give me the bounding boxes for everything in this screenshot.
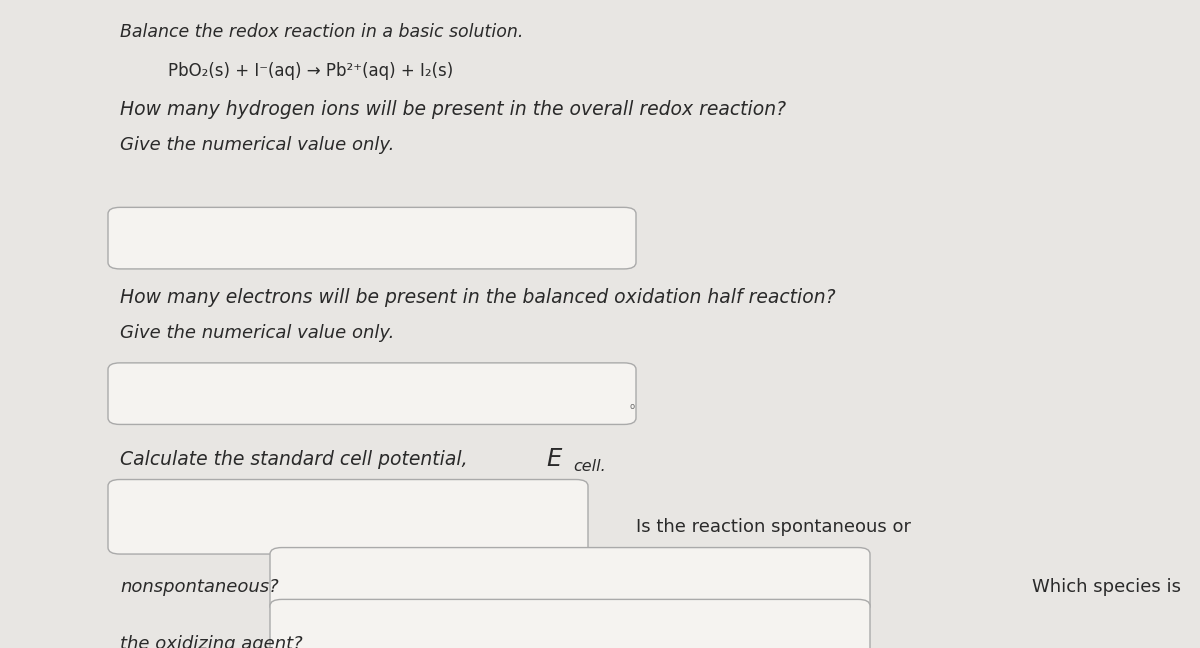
Text: How many electrons will be present in the balanced oxidation half reaction?: How many electrons will be present in th… <box>120 288 835 307</box>
FancyBboxPatch shape <box>108 207 636 269</box>
Text: cell.: cell. <box>574 459 606 474</box>
Text: the oxidizing agent?: the oxidizing agent? <box>120 635 302 648</box>
Text: Calculate the standard cell potential,: Calculate the standard cell potential, <box>120 450 474 469</box>
FancyBboxPatch shape <box>270 599 870 648</box>
Text: o: o <box>630 402 635 411</box>
FancyBboxPatch shape <box>108 480 588 554</box>
Text: nonspontaneous?: nonspontaneous? <box>120 578 278 596</box>
Text: Give the numerical value only.: Give the numerical value only. <box>120 324 395 342</box>
Text: Which species is: Which species is <box>1032 578 1181 596</box>
Text: Give the numerical value only.: Give the numerical value only. <box>120 136 395 154</box>
Text: $\mathit{E}$: $\mathit{E}$ <box>546 448 563 471</box>
Text: How many hydrogen ions will be present in the overall redox reaction?: How many hydrogen ions will be present i… <box>120 100 786 119</box>
FancyBboxPatch shape <box>270 548 870 612</box>
Text: Balance the redox reaction in a basic solution.: Balance the redox reaction in a basic so… <box>120 23 523 41</box>
Text: Is the reaction spontaneous or: Is the reaction spontaneous or <box>636 518 911 537</box>
Text: PbO₂(s) + I⁻(aq) → Pb²⁺(aq) + I₂(s): PbO₂(s) + I⁻(aq) → Pb²⁺(aq) + I₂(s) <box>168 62 454 80</box>
FancyBboxPatch shape <box>108 363 636 424</box>
